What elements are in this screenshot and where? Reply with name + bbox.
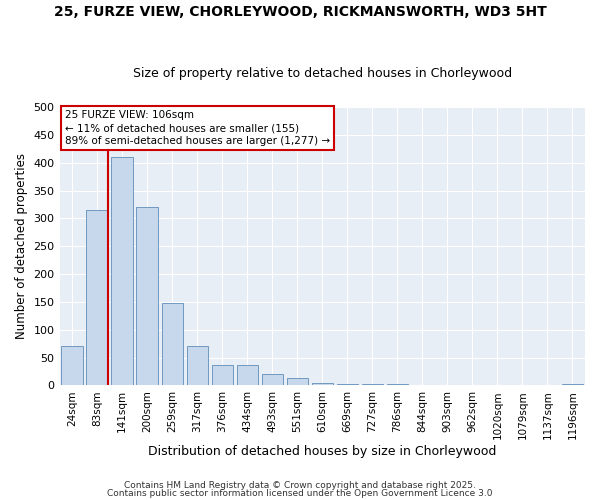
- Bar: [311, 382, 333, 386]
- Bar: [236, 364, 258, 386]
- Bar: [362, 384, 383, 386]
- Bar: [136, 207, 158, 386]
- Bar: [387, 384, 408, 386]
- Bar: [86, 210, 108, 386]
- Text: 25 FURZE VIEW: 106sqm
← 11% of detached houses are smaller (155)
89% of semi-det: 25 FURZE VIEW: 106sqm ← 11% of detached …: [65, 110, 330, 146]
- Title: Size of property relative to detached houses in Chorleywood: Size of property relative to detached ho…: [133, 66, 512, 80]
- Bar: [187, 346, 208, 386]
- X-axis label: Distribution of detached houses by size in Chorleywood: Distribution of detached houses by size …: [148, 444, 496, 458]
- Bar: [112, 157, 133, 386]
- Bar: [61, 346, 83, 386]
- Bar: [562, 384, 583, 386]
- Bar: [161, 303, 183, 386]
- Text: Contains public sector information licensed under the Open Government Licence 3.: Contains public sector information licen…: [107, 488, 493, 498]
- Bar: [287, 378, 308, 386]
- Bar: [262, 374, 283, 386]
- Bar: [337, 384, 358, 386]
- Text: 25, FURZE VIEW, CHORLEYWOOD, RICKMANSWORTH, WD3 5HT: 25, FURZE VIEW, CHORLEYWOOD, RICKMANSWOR…: [53, 5, 547, 19]
- Y-axis label: Number of detached properties: Number of detached properties: [15, 153, 28, 339]
- Bar: [212, 364, 233, 386]
- Text: Contains HM Land Registry data © Crown copyright and database right 2025.: Contains HM Land Registry data © Crown c…: [124, 481, 476, 490]
